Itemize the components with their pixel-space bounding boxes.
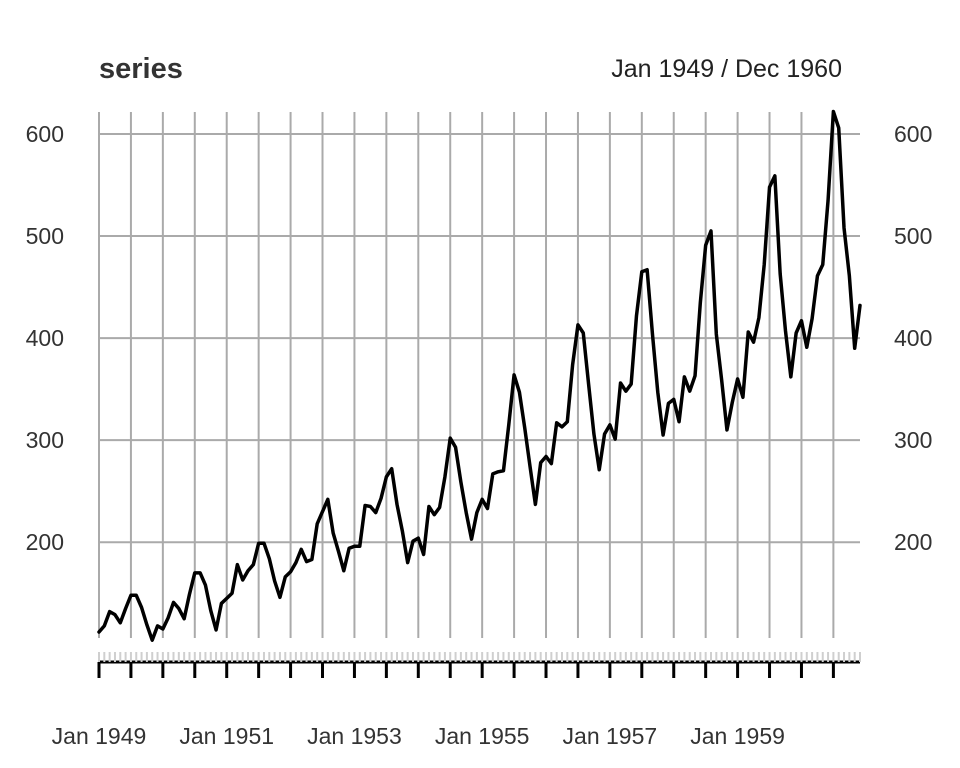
- y-tick-label-right: 400: [894, 325, 932, 351]
- x-tick-label: Jan 1957: [563, 723, 658, 749]
- x-tick-label: Jan 1955: [435, 723, 530, 749]
- y-tick-label-right: 300: [894, 427, 932, 453]
- x-tick-label: Jan 1953: [307, 723, 402, 749]
- x-tick-label: Jan 1959: [690, 723, 785, 749]
- y-tick-label-right: 600: [894, 121, 932, 147]
- y-tick-label-left: 600: [26, 121, 64, 147]
- y-tick-label-left: 200: [26, 529, 64, 555]
- series-line: [97, 109, 862, 642]
- date-range-label: Jan 1949 / Dec 1960: [611, 55, 842, 83]
- x-axis: Jan 1949 Jan 1951 Jan 1953 Jan 1955 Jan 1957…: [52, 652, 861, 749]
- y-tick-label-left: 400: [26, 325, 64, 351]
- y-axis-right: 200 300 400 500 600: [894, 121, 932, 555]
- y-tick-label-left: 500: [26, 223, 64, 249]
- chart-title: series: [99, 53, 183, 85]
- y-axis-left: 200 300 400 500 600: [26, 121, 64, 555]
- y-tick-label-left: 300: [26, 427, 64, 453]
- y-tick-label-right: 500: [894, 223, 932, 249]
- y-tick-label-right: 200: [894, 529, 932, 555]
- x-tick-label: Jan 1949: [52, 723, 147, 749]
- x-tick-label: Jan 1951: [179, 723, 274, 749]
